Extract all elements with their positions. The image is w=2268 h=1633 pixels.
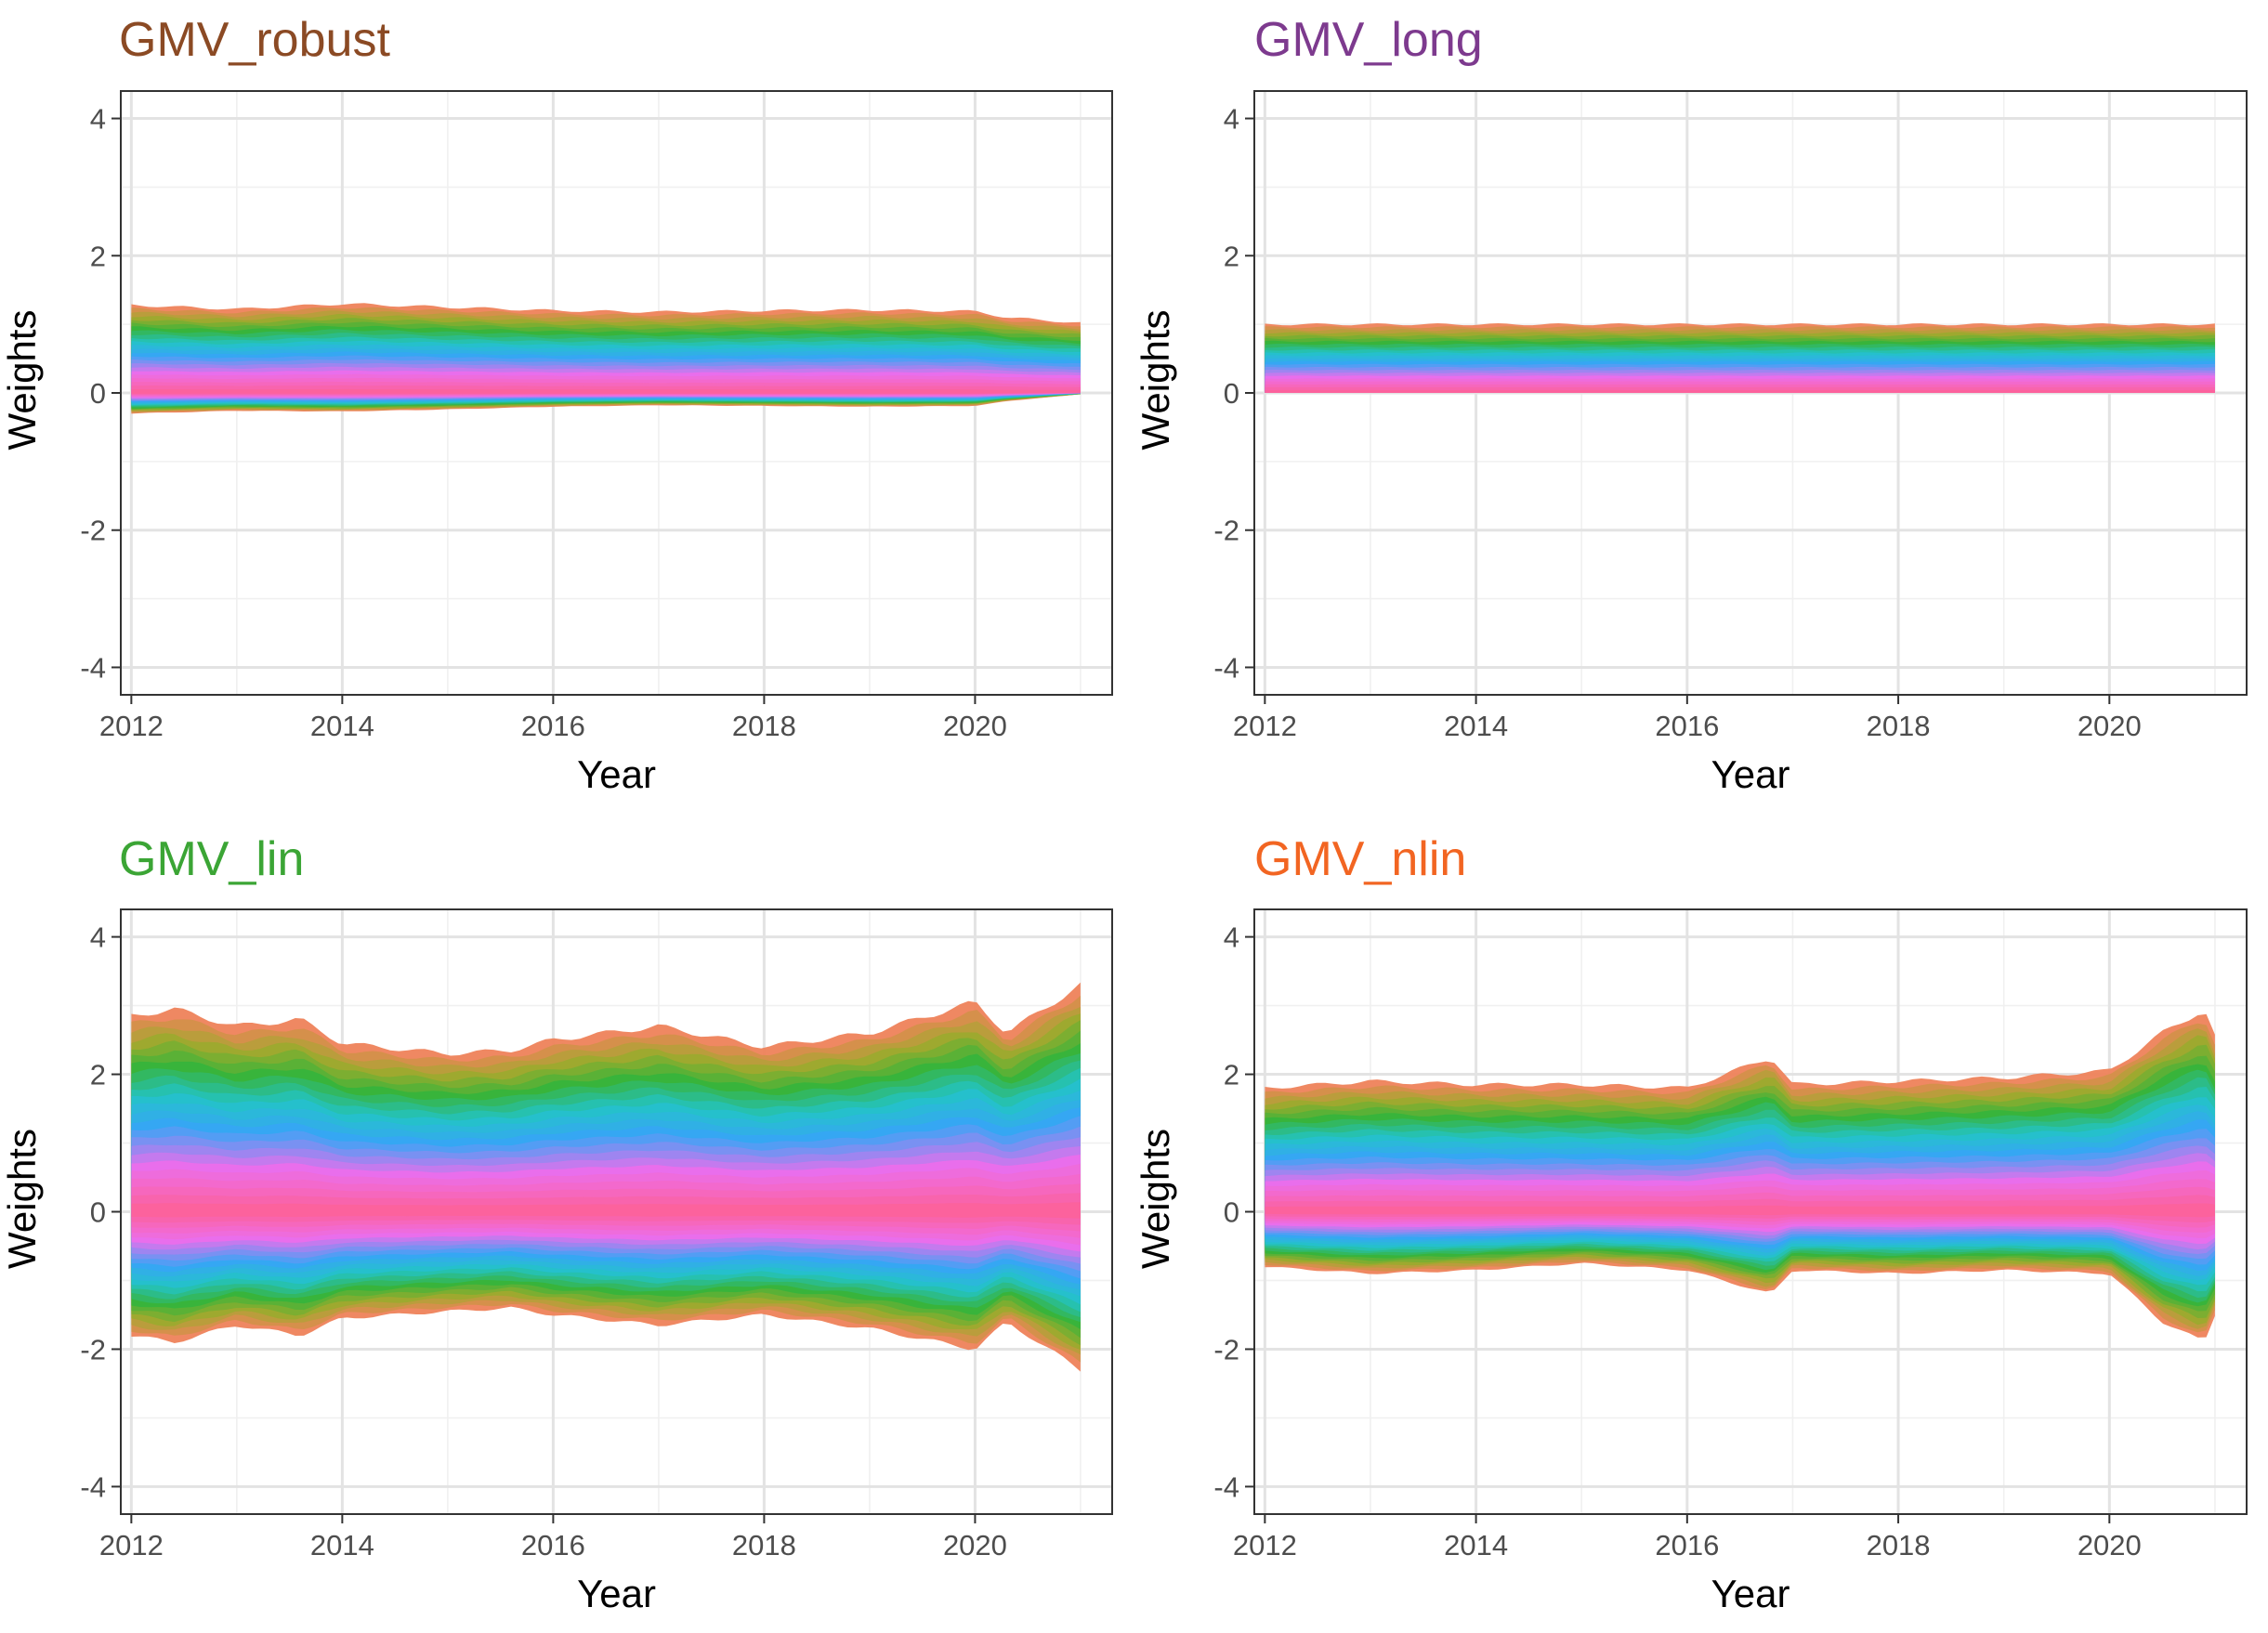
y-axis-title: Weights [0, 310, 44, 451]
y-tick-label: -4 [1213, 1470, 1239, 1503]
y-tick-label: 4 [1224, 103, 1239, 136]
panel-title: GMV_long [1254, 13, 1483, 67]
x-tick-label: 2014 [1444, 710, 1508, 742]
x-axis-title: Year [577, 1572, 656, 1615]
x-tick-label: 2014 [310, 1529, 374, 1561]
panel-title: GMV_nlin [1254, 832, 1466, 886]
negative-weight-band [131, 393, 1081, 394]
x-tick-label: 2020 [2078, 1529, 2142, 1561]
y-tick-label: -4 [1213, 651, 1239, 684]
x-tick-label: 2016 [521, 1529, 585, 1561]
panel-gmv-robust: GMV_robust 2012 2014 2016 2018 2020 -4 -2 0 2 4 Ye… [0, 13, 1113, 796]
panel-gmv-long: GMV_long 2012 2014 2016 2018 2020 -4 -2 0 2 4 Year… [1134, 13, 2248, 796]
negative-weight-band [1265, 1211, 2215, 1223]
y-tick-label: 4 [90, 921, 106, 954]
y-tick-label: -2 [80, 1333, 106, 1365]
plot-area: 2012 2014 2016 2018 2020 -4 -2 0 2 4 Year Weights [0, 908, 1113, 1615]
y-tick-label: 0 [90, 377, 106, 410]
x-tick-label: 2012 [99, 710, 164, 742]
positive-weight-band [131, 1202, 1081, 1212]
x-axis-title: Year [1711, 1572, 1790, 1615]
x-tick-label: 2020 [2078, 710, 2142, 742]
x-axis-title: Year [577, 752, 656, 796]
positive-weight-band [1265, 1203, 2215, 1212]
negative-weight-band [131, 1211, 1081, 1219]
y-tick-label: -4 [80, 651, 106, 684]
x-tick-label: 2018 [1867, 1529, 1931, 1561]
y-tick-label: 2 [1224, 1059, 1239, 1091]
x-tick-label: 2016 [521, 710, 585, 742]
y-axis-title: Weights [0, 1129, 44, 1269]
y-axis-title: Weights [1134, 310, 1177, 451]
plot-area: 2012 2014 2016 2018 2020 -4 -2 0 2 4 Year Weights [0, 90, 1113, 796]
x-tick-label: 2020 [943, 1529, 1007, 1561]
x-tick-label: 2016 [1655, 710, 1719, 742]
x-tick-label: 2014 [310, 710, 374, 742]
y-tick-label: 4 [90, 103, 106, 136]
x-tick-label: 2012 [1233, 1529, 1297, 1561]
x-tick-label: 2012 [99, 1529, 164, 1561]
panel-gmv-lin: GMV_lin 2012 2014 2016 2018 2020 -4 -2 0 2 4 Year W… [0, 832, 1113, 1615]
x-axis-title: Year [1711, 752, 1790, 796]
y-tick-label: 2 [90, 1059, 106, 1091]
negative-weight-band [1265, 1211, 2215, 1218]
x-tick-label: 2014 [1444, 1529, 1508, 1561]
x-tick-label: 2012 [1233, 710, 1297, 742]
y-tick-label: -2 [1213, 1333, 1239, 1365]
y-tick-label: -2 [1213, 515, 1239, 547]
panel-title: GMV_robust [119, 13, 390, 67]
positive-weight-band [1265, 389, 2215, 393]
y-tick-label: 0 [1224, 377, 1239, 410]
panel-title: GMV_lin [119, 832, 304, 886]
positive-weight-band [131, 388, 1081, 393]
y-tick-label: 2 [90, 240, 106, 272]
x-tick-label: 2018 [732, 1529, 796, 1561]
x-tick-label: 2016 [1655, 1529, 1719, 1561]
y-tick-label: 4 [1224, 921, 1239, 954]
y-axis-title: Weights [1134, 1129, 1177, 1269]
plot-area: 2012 2014 2016 2018 2020 -4 -2 0 2 4 Year Weights [1134, 90, 2248, 796]
x-tick-label: 2018 [732, 710, 796, 742]
plot-area: 2012 2014 2016 2018 2020 -4 -2 0 2 4 Year Weights [1134, 908, 2248, 1615]
panel-gmv-nlin: GMV_nlin 2012 2014 2016 2018 2020 -4 -2 0 2 4 Year… [1134, 832, 2248, 1615]
y-tick-label: 0 [90, 1196, 106, 1229]
y-tick-label: -2 [80, 515, 106, 547]
x-tick-label: 2018 [1867, 710, 1931, 742]
y-tick-label: -4 [80, 1470, 106, 1503]
y-tick-label: 0 [1224, 1196, 1239, 1229]
x-tick-label: 2020 [943, 710, 1007, 742]
y-tick-label: 2 [1224, 240, 1239, 272]
